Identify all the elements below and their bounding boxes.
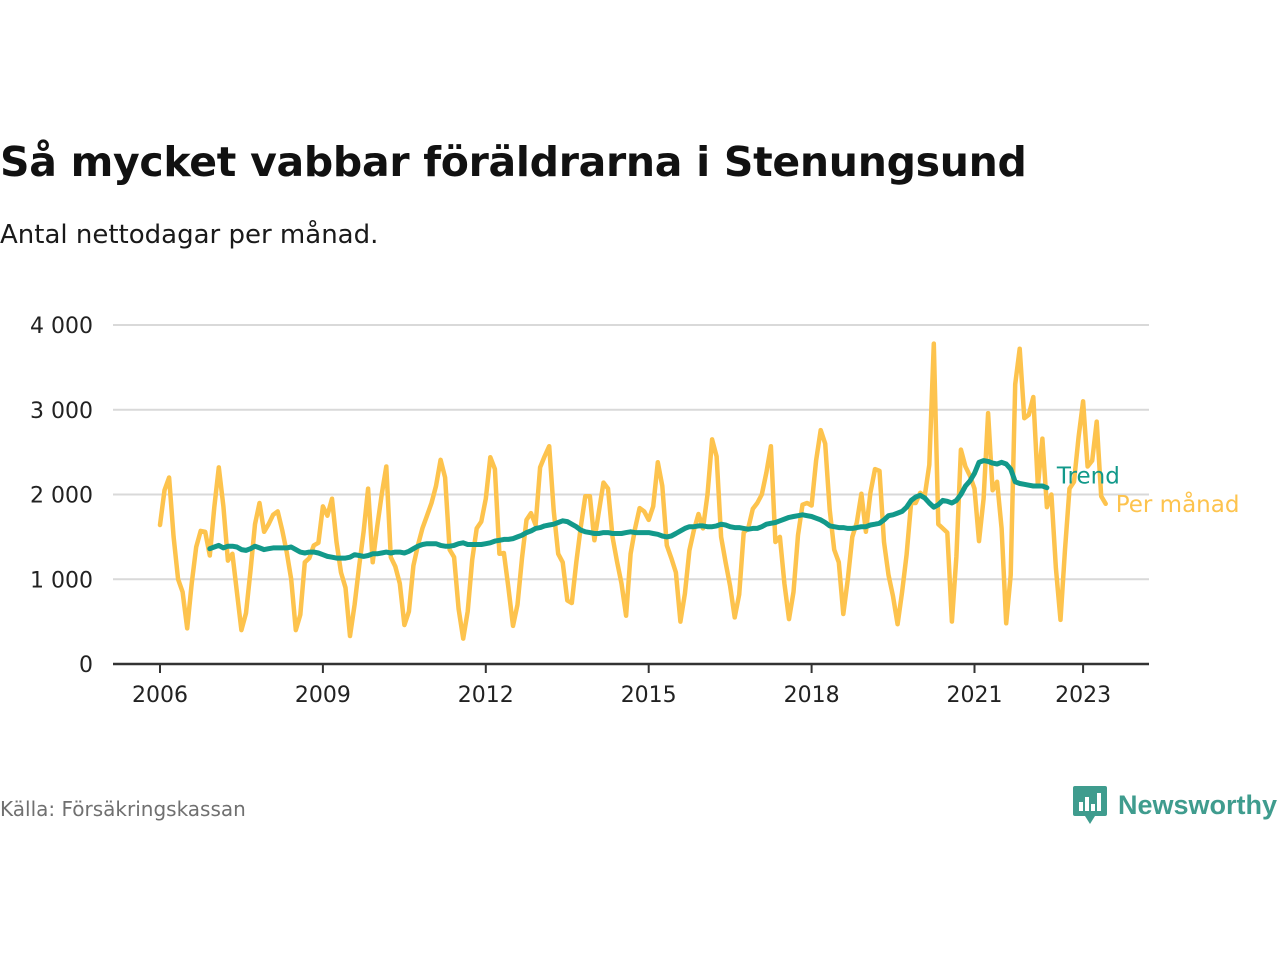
x-tick-label: 2006 <box>132 683 188 708</box>
y-tick-label: 4 000 <box>30 314 93 339</box>
x-tick-label: 2021 <box>947 683 1003 708</box>
x-tick-label: 2015 <box>621 683 677 708</box>
series-line-trend <box>207 458 1050 561</box>
y-tick-label: 2 000 <box>30 484 93 509</box>
series-line-per-manad <box>157 341 1108 641</box>
chart-subtitle: Antal nettodagar per månad. <box>0 220 379 250</box>
series-label-trend: Trend <box>1056 464 1120 490</box>
y-tick-label: 3 000 <box>30 399 93 424</box>
x-tick-label: 2023 <box>1055 683 1111 708</box>
chart-title: Så mycket vabbar föräldrarna i Stenungsu… <box>0 138 1027 186</box>
x-axis-ticks: 2006 2009 2012 2015 2018 2021 2023 <box>113 662 1149 708</box>
x-tick-label: 2009 <box>295 683 351 708</box>
x-tick-label: 2012 <box>458 683 514 708</box>
source-note: Källa: Försäkringskassan <box>0 797 246 821</box>
newsworthy-logo-icon <box>1073 786 1107 824</box>
y-tick-label: 1 000 <box>30 568 93 593</box>
y-tick-label: 0 <box>79 653 93 678</box>
brand-logo[interactable]: Newsworthy <box>1072 784 1277 826</box>
brand-name: Newsworthy <box>1118 789 1278 820</box>
series-lines <box>157 341 1108 641</box>
series-label-per-manad: Per månad <box>1116 490 1240 518</box>
x-tick-label: 2018 <box>784 683 840 708</box>
y-axis-ticks: 0 1 000 2 000 3 000 4 000 <box>30 314 93 678</box>
